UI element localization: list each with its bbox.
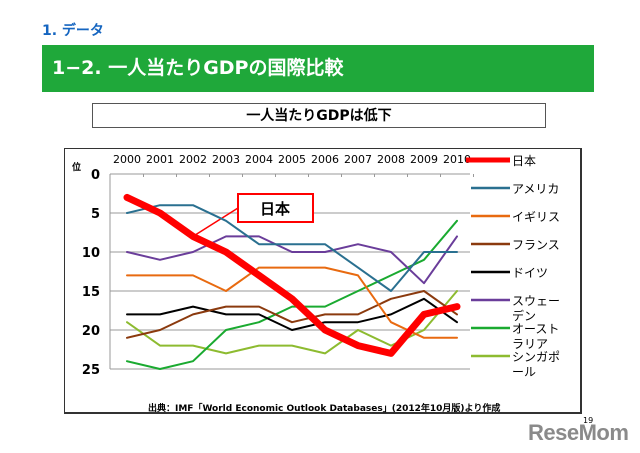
page-title-banner: 1−2. 一人当たりGDPの国際比較 (42, 45, 594, 92)
x-tick-label: 2008 (377, 153, 405, 166)
x-tick-label: 2009 (410, 153, 438, 166)
series-line (126, 235, 458, 285)
x-tick-label: 2002 (179, 153, 207, 166)
annotation-label: 日本 (260, 200, 290, 218)
chart-subtitle: 一人当たりGDPは低下 (92, 103, 546, 128)
x-tick-label: 2004 (245, 153, 273, 166)
legend-label: デン (512, 308, 536, 323)
y-tick-label: 25 (82, 363, 100, 378)
source-note: 出典：IMF「World Economic Outlook Databases」… (148, 404, 501, 414)
x-tick-label: 2010 (443, 153, 471, 166)
legend-label: ラリア (512, 337, 548, 351)
legend-label: オースト (512, 322, 559, 336)
y-tick-label: 10 (82, 246, 100, 261)
series-line (126, 297, 458, 331)
series-line (123, 193, 461, 357)
y-tick-label: 5 (91, 207, 100, 222)
legend-label: イギリス (512, 210, 560, 224)
y-tick-label: 0 (91, 168, 100, 183)
series-line (126, 266, 458, 339)
series-line (126, 290, 458, 339)
x-tick-label: 2006 (311, 153, 339, 166)
legend-label: 日本 (512, 154, 536, 168)
y-tick-label: 20 (82, 324, 100, 339)
legend-label: スウェー (512, 294, 560, 308)
x-tick-label: 2007 (344, 153, 372, 166)
legend-label: アメリカ (512, 182, 559, 196)
y-tick-label: 15 (82, 285, 100, 300)
section-title: 1. データ (42, 23, 104, 39)
x-tick-label: 2000 (113, 153, 141, 166)
x-tick-label: 2003 (212, 153, 240, 166)
annotation-leader (192, 207, 239, 238)
y-axis-label: 位 (72, 161, 81, 173)
legend-label: フランス (512, 238, 560, 252)
chart-frame (64, 148, 582, 414)
legend-label: ール (512, 365, 536, 379)
x-tick-label: 2005 (278, 153, 306, 166)
resemom-logo: ReseMom (528, 420, 629, 445)
page-number: 19 (583, 416, 594, 425)
legend-label: ドイツ (512, 266, 548, 280)
series-line (126, 219, 458, 370)
x-tick-label: 2001 (146, 153, 174, 166)
legend-label: シンガポ (512, 350, 560, 364)
annotation-box (237, 193, 314, 223)
series-line (126, 204, 458, 292)
